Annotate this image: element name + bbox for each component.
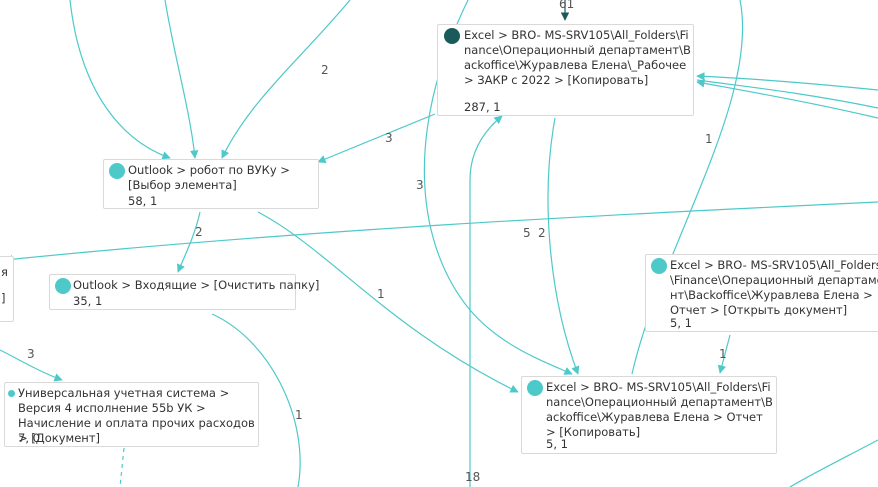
edge-label: 1 <box>705 132 713 146</box>
node-status-dot <box>8 390 15 397</box>
node-title: Excel > BRO- MS-SRV105\All_Folders\Finan… <box>670 258 878 317</box>
edge-vuku-copy <box>257 211 519 393</box>
node-stats: 58, 1 <box>128 194 158 208</box>
edge-inbox-down <box>211 313 301 487</box>
node-stats: 5, 1 <box>546 437 568 451</box>
node-stats: 5, 1 <box>670 316 692 330</box>
edge-top-left-3 <box>221 0 351 159</box>
edge-label: 1 <box>719 347 727 361</box>
node-stats: 287, 1 <box>464 100 501 114</box>
edge-label: 2 <box>195 225 203 239</box>
edge-label: 3 <box>416 178 424 192</box>
node-stats: 35, 1 <box>73 294 103 308</box>
node-stats: 7, 0 <box>18 431 40 445</box>
node-excel-open[interactable]: Excel > BRO- MS-SRV105\All_Folders\Finan… <box>645 254 878 332</box>
edge-left-uus <box>0 349 63 382</box>
edge-label: 5 <box>523 226 531 240</box>
edge-label: 18 <box>465 470 481 484</box>
edge-open-copy <box>717 334 731 374</box>
edge-right-b <box>696 79 878 119</box>
edge-long-3 <box>423 0 573 375</box>
node-excel-zakr[interactable]: Excel > BRO- MS-SRV105\All_Folders\Finan… <box>437 24 694 116</box>
edge-label: 2 <box>538 226 546 240</box>
node-status-dot <box>109 163 125 179</box>
edge-top-left-2 <box>164 0 199 159</box>
node-title: Outlook > робот по ВУКу > [Выбор элемент… <box>128 163 290 192</box>
node-title: Универсальная учетная система > Версия 4… <box>18 386 255 445</box>
edge-zakr-vuku <box>317 113 436 164</box>
node-status-dot <box>444 28 460 44</box>
node-left-partial[interactable]: я ] <box>0 256 14 322</box>
edge-zakr-copy-5 <box>547 117 580 375</box>
edge-uus-dashed <box>119 447 125 487</box>
node-uus[interactable]: Универсальная учетная система > Версия 4… <box>4 382 259 447</box>
edge-label: 3 <box>385 131 393 145</box>
edge-right-c <box>696 79 878 109</box>
edge-top-left-1 <box>69 0 171 160</box>
edge-vuku-inbox <box>176 211 201 273</box>
edge-bottom-right <box>789 439 878 487</box>
node-outlook-vuku[interactable]: Outlook > робот по ВУКу > [Выбор элемент… <box>103 159 319 209</box>
node-title: Outlook > Входящие > [Очистить папку] <box>73 278 320 292</box>
edge-label: 1 <box>295 408 303 422</box>
node-title: я <box>1 265 8 279</box>
node-title: Excel > BRO- MS-SRV105\All_Folders\Finan… <box>464 28 691 87</box>
edge-right-a <box>696 72 878 91</box>
node-title-cont: ] <box>1 291 6 305</box>
node-status-dot <box>651 258 667 274</box>
node-title: Excel > BRO- MS-SRV105\All_Folders\Finan… <box>546 380 773 439</box>
edge-right-left <box>4 201 878 264</box>
edge-label: 1 <box>377 287 385 301</box>
node-status-dot <box>527 380 543 396</box>
node-excel-copy[interactable]: Excel > BRO- MS-SRV105\All_Folders\Finan… <box>521 376 777 454</box>
edge-label: 2 <box>321 63 329 77</box>
node-outlook-inbox[interactable]: Outlook > Входящие > [Очистить папку] 35… <box>49 274 320 310</box>
edge-label: 61 <box>559 0 575 11</box>
node-status-dot <box>55 278 71 294</box>
edge-18 <box>469 115 503 487</box>
edge-label: 3 <box>27 347 35 361</box>
